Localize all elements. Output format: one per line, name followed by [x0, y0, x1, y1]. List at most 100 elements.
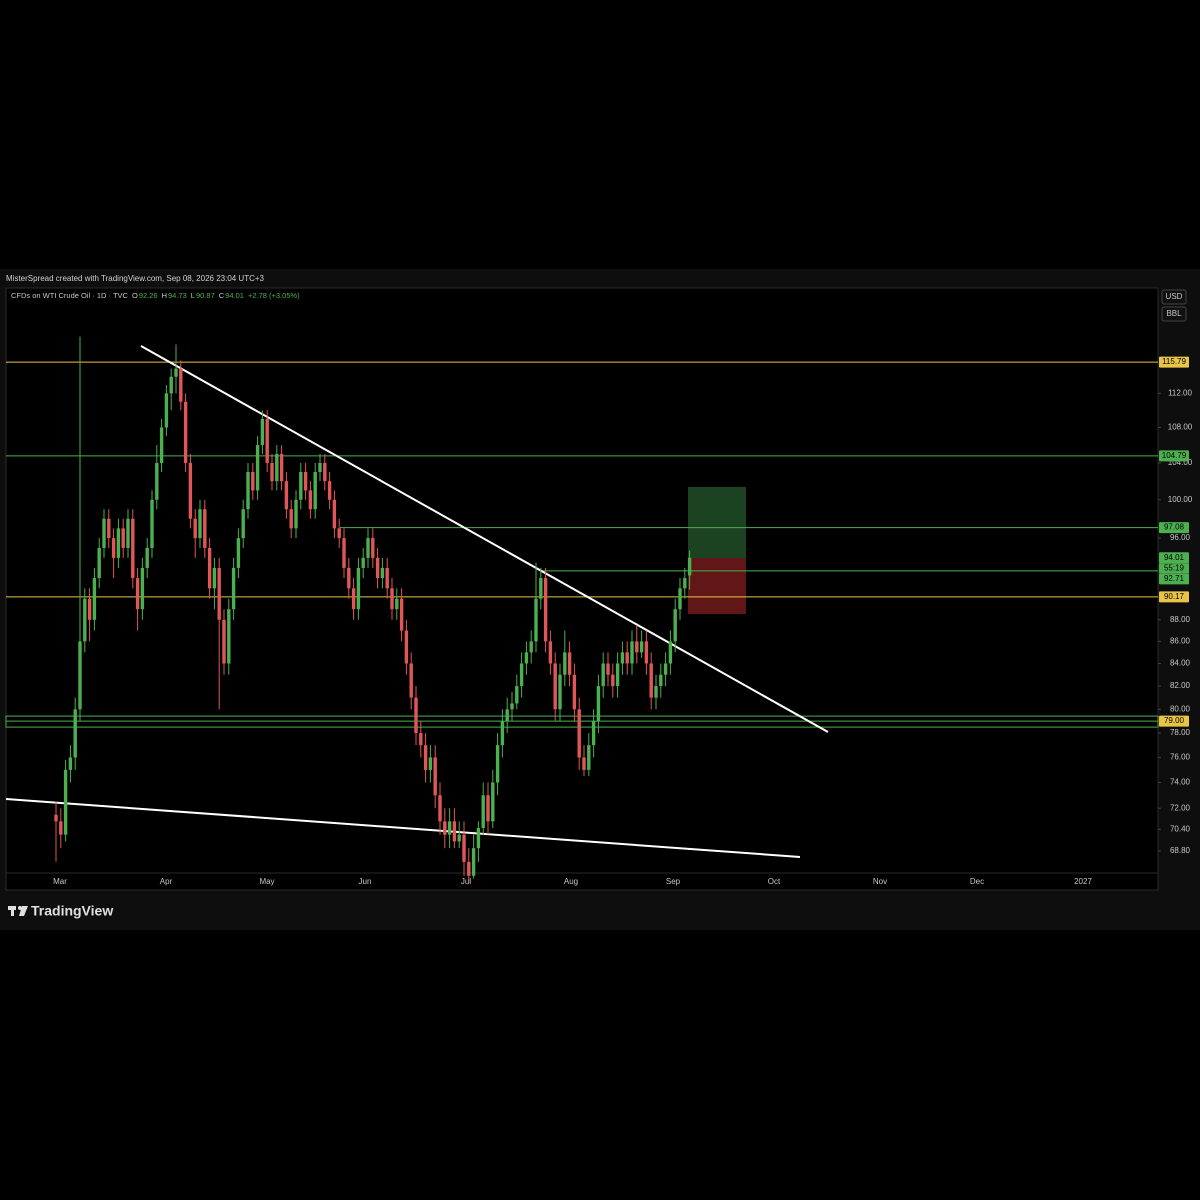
candle-body: [553, 663, 557, 710]
candle-body: [251, 472, 255, 491]
x-tick-label: 2027: [1074, 877, 1092, 886]
candle-body: [327, 481, 332, 500]
y-tick-label: 112.00: [1168, 388, 1192, 397]
legend-key: H: [162, 291, 167, 300]
y-tick-label: 96.00: [1170, 533, 1191, 542]
candle-body: [217, 567, 221, 620]
currency-button[interactable]: [1161, 289, 1187, 305]
candle-body: [169, 376, 173, 394]
candle-body: [222, 619, 226, 664]
candle-body: [447, 821, 452, 835]
candle-body: [318, 462, 322, 473]
candle-body: [366, 538, 370, 558]
y-tick-label: 72.00: [1170, 803, 1191, 812]
candle-body: [591, 721, 596, 746]
candle-body: [601, 663, 605, 687]
candle-body: [356, 567, 361, 610]
target-zone: [688, 487, 746, 558]
candle-body: [73, 709, 77, 758]
candle-body: [524, 652, 529, 664]
logo-mark: [8, 906, 28, 916]
candle-body: [510, 703, 514, 710]
candle-body: [78, 641, 82, 710]
candle-body: [260, 418, 265, 446]
candle-body: [323, 462, 327, 482]
candle-body: [423, 745, 428, 770]
candle-body: [92, 578, 97, 620]
candle-body: [673, 609, 677, 642]
y-tick-label: 82.00: [1170, 681, 1191, 690]
price-badge-label: 92.71: [1164, 574, 1185, 583]
y-tick-label: 84.00: [1170, 659, 1191, 668]
legend-value: 94.73: [168, 291, 187, 300]
candle-body: [342, 538, 346, 568]
candle-body: [644, 641, 649, 664]
chart-pane: [5, 287, 1159, 891]
candle-body: [495, 745, 500, 783]
candle-body: [539, 578, 543, 599]
candle-body: [500, 721, 505, 746]
candle-body: [481, 795, 485, 828]
candle-body: [577, 709, 581, 758]
candle-body: [303, 472, 308, 491]
candle-body: [63, 769, 68, 835]
legend-key: O: [132, 291, 138, 300]
candle-body: [83, 598, 87, 642]
trendline: [5, 798, 801, 858]
unit-button[interactable]: [1161, 306, 1187, 322]
x-tick-label: Dec: [970, 877, 984, 886]
candle-body: [289, 509, 293, 529]
trendline: [140, 345, 829, 733]
candle-body: [654, 686, 658, 698]
candle-body: [54, 814, 58, 822]
candle-body: [433, 757, 437, 796]
logo-shape: [11, 906, 14, 916]
legend-key: L: [191, 291, 195, 300]
candle-body: [102, 518, 106, 548]
candle-body: [515, 686, 519, 704]
y-tick-label: 70.40: [1170, 824, 1191, 833]
candle-body: [630, 641, 634, 664]
price-badge: [1159, 573, 1189, 585]
candle-body: [145, 547, 149, 568]
y-tick-label: 80.00: [1170, 704, 1191, 713]
candle-body: [587, 745, 591, 770]
candle-body: [625, 652, 629, 664]
candle-body: [107, 518, 111, 539]
candle-body: [414, 697, 418, 734]
price-badge-label: 104.79: [1162, 451, 1187, 460]
y-tick-label: 88.00: [1170, 615, 1191, 624]
credit: MisterSpread created with TradingView.co…: [6, 274, 265, 283]
candle-body: [558, 674, 562, 710]
x-tick-label: Mar: [53, 877, 67, 886]
candle-body: [308, 490, 313, 510]
candle-body: [255, 445, 260, 491]
candle-body: [385, 567, 389, 589]
candle-body: [236, 538, 241, 568]
y-tick-label: 68.80: [1170, 846, 1191, 855]
legend-value: 94.01: [225, 291, 244, 300]
x-tick-label: Jun: [359, 877, 372, 886]
price-badge-label: 94.01: [1164, 553, 1185, 562]
unit-button-label[interactable]: BBL: [1166, 309, 1182, 318]
candle-body: [428, 757, 433, 770]
candle-body: [620, 652, 625, 664]
candle-body: [668, 641, 673, 664]
price-badge: [1159, 356, 1189, 368]
candle-body: [203, 509, 207, 548]
candle-body: [548, 641, 553, 664]
y-tick-label: 76.00: [1170, 753, 1191, 762]
price-badge: [1159, 552, 1189, 564]
candle-body: [659, 674, 663, 687]
y-tick-label: 86.00: [1170, 636, 1191, 645]
candle-body: [59, 821, 63, 835]
x-tick-label: Jul: [461, 877, 471, 886]
legend-value: 92.26: [139, 291, 158, 300]
candle-body: [227, 609, 231, 664]
currency-button-label[interactable]: USD: [1166, 292, 1183, 301]
candle-body: [467, 861, 471, 876]
candle-body: [443, 821, 447, 835]
candle-body: [111, 538, 116, 558]
y-tick-label: 100.00: [1168, 495, 1193, 504]
